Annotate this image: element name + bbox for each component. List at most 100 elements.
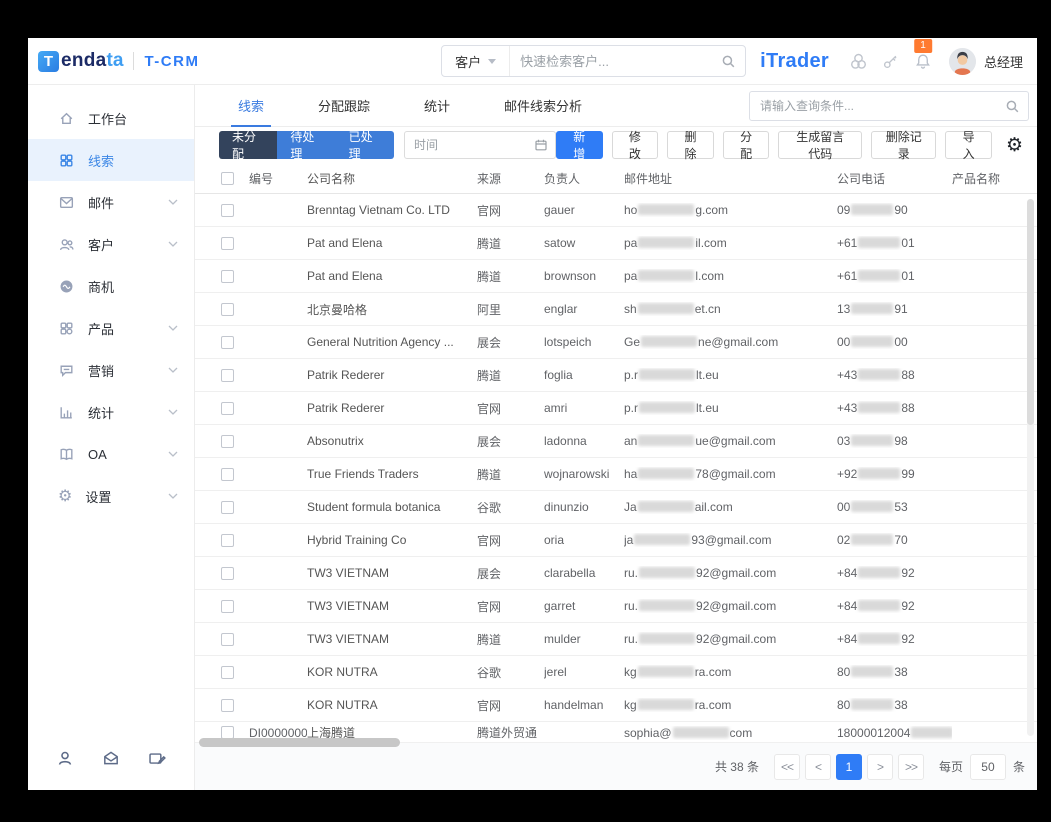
next-page-button[interactable]: > xyxy=(866,753,893,780)
col-email: 邮件地址 xyxy=(624,171,673,186)
table-row[interactable]: TW3 VIETNAM 腾道 mulder ru. 92@gmail.com +8… xyxy=(195,623,1037,656)
sidebar-item-workbench[interactable]: 工作台 xyxy=(28,97,194,139)
row-checkbox[interactable] xyxy=(221,302,234,316)
redacted-email xyxy=(638,435,695,446)
cell-email: ja 93@gmail.com xyxy=(624,533,772,547)
segment-pending[interactable]: 待处理 xyxy=(277,130,336,161)
table-row[interactable]: TW3 VIETNAM 官网 garret ru. 92@gmail.com +8… xyxy=(195,590,1037,623)
delete-records-button[interactable]: 删除记录 xyxy=(871,130,937,161)
row-checkbox[interactable] xyxy=(221,434,234,448)
row-checkbox[interactable] xyxy=(221,698,234,712)
segment-unassigned[interactable]: 未分配 xyxy=(219,130,278,161)
current-page-button[interactable]: 1 xyxy=(835,753,862,780)
cell-phone: 13 91 xyxy=(837,302,908,316)
tab-statistics[interactable]: 统计 xyxy=(424,99,451,114)
delete-button[interactable]: 删除 xyxy=(667,130,714,161)
horizontal-scrollbar[interactable] xyxy=(199,738,400,747)
table-row[interactable]: Patrik Rederer 官网 amri p.r lt.eu +43 88 xyxy=(195,392,1037,425)
sidebar-item-settings[interactable]: ⚙ 设置 xyxy=(28,475,194,517)
inbox-envelope-icon[interactable] xyxy=(102,749,120,772)
table-row[interactable]: True Friends Traders 腾道 wojnarowski ha 78… xyxy=(195,458,1037,491)
row-checkbox[interactable] xyxy=(221,632,234,646)
tab-leads[interactable]: 线索 xyxy=(211,85,291,127)
table-row[interactable]: General Nutrition Agency ... 展会 lotspeic… xyxy=(195,326,1037,359)
table-row[interactable]: Pat and Elena 腾道 brownson pa l.com +61 01 xyxy=(195,260,1037,293)
row-checkbox[interactable] xyxy=(221,599,234,613)
vertical-scrollbar[interactable] xyxy=(1027,199,1034,736)
row-checkbox[interactable] xyxy=(221,467,234,481)
cell-email: Ja ail.com xyxy=(624,500,733,514)
table-row[interactable]: Brenntag Vietnam Co. LTD 官网 gauer ho g.co… xyxy=(195,194,1037,227)
tab-mail-lead-analysis[interactable]: 邮件线索分析 xyxy=(504,99,583,114)
sidebar-item-products[interactable]: 产品 xyxy=(28,307,194,349)
row-checkbox[interactable] xyxy=(221,533,234,547)
row-checkbox[interactable] xyxy=(221,269,234,283)
table-row[interactable]: Pat and Elena 腾道 satow pa il.com +61 01 xyxy=(195,227,1037,260)
sidebar-item-marketing[interactable]: 营销 xyxy=(28,349,194,391)
edit-button[interactable]: 修改 xyxy=(611,130,659,161)
sidebar-item-mail[interactable]: 邮件 xyxy=(28,181,194,223)
table-row[interactable]: DI000000004 上海腾道 腾道外贸通 sophia@com 180000… xyxy=(195,722,1037,742)
search-category-select[interactable]: 客户 xyxy=(442,46,511,76)
sidebar-item-customers[interactable]: 客户 xyxy=(28,223,194,265)
row-checkbox[interactable] xyxy=(221,665,234,679)
table-settings-gear-icon[interactable]: ⚙ xyxy=(1005,133,1024,156)
cell-email: kg ra.com xyxy=(624,698,732,712)
tab-assignment-tracking[interactable]: 分配跟踪 xyxy=(318,99,371,114)
row-checkbox[interactable] xyxy=(221,368,234,382)
search-icon[interactable] xyxy=(720,53,737,75)
cell-phone: +84 92 xyxy=(837,566,915,580)
cell-company: General Nutrition Agency ... xyxy=(307,335,454,349)
import-button[interactable]: 导入 xyxy=(945,130,992,161)
table-row[interactable]: 北京曼哈格 阿里 englar sh et.cn 13 91 xyxy=(195,293,1037,326)
knot-icon[interactable] xyxy=(846,52,872,71)
sidebar-item-oa[interactable]: OA xyxy=(28,433,194,475)
table-row[interactable]: TW3 VIETNAM 展会 clarabella ru. 92@gmail.co… xyxy=(195,557,1037,590)
last-page-button[interactable]: >> xyxy=(897,753,924,780)
cell-company: KOR NUTRA xyxy=(307,698,378,712)
row-checkbox[interactable] xyxy=(221,335,234,349)
redacted-phone xyxy=(851,303,894,314)
select-all-checkbox[interactable] xyxy=(221,171,234,185)
date-input[interactable] xyxy=(404,138,597,152)
compose-mail-icon[interactable] xyxy=(148,749,166,772)
key-icon[interactable] xyxy=(878,53,904,70)
page-size-select[interactable]: 50 xyxy=(969,753,1006,780)
table-row[interactable]: Student formula botanica 谷歌 dinunzio Ja a… xyxy=(195,491,1037,524)
table-row[interactable]: Patrik Rederer 腾道 foglia p.r lt.eu +43 88 xyxy=(195,359,1037,392)
table-row[interactable]: Absonutrix 展会 ladonna an ue@gmail.com 03 9… xyxy=(195,425,1037,458)
search-icon[interactable] xyxy=(1004,98,1021,120)
contact-person-icon[interactable] xyxy=(56,749,74,772)
user-role[interactable]: 总经理 xyxy=(983,54,1023,70)
sidebar-item-label: 统计 xyxy=(88,405,115,421)
cell-owner: englar xyxy=(544,302,578,316)
row-checkbox[interactable] xyxy=(221,236,234,250)
sidebar-item-label: 客户 xyxy=(88,237,115,253)
prev-page-button[interactable]: < xyxy=(804,753,831,780)
row-checkbox[interactable] xyxy=(221,566,234,580)
chevron-down-icon xyxy=(168,241,178,247)
calendar-icon[interactable] xyxy=(533,137,549,158)
first-page-button[interactable]: << xyxy=(773,753,800,780)
avatar[interactable] xyxy=(948,47,976,75)
sidebar-item-opportunities[interactable]: 商机 xyxy=(28,265,194,307)
table-row[interactable]: KOR NUTRA 谷歌 jerel kg ra.com 80 38 xyxy=(195,656,1037,689)
cell-owner: handelman xyxy=(544,698,604,712)
sidebar-item-statistics[interactable]: 统计 xyxy=(28,391,194,433)
cell-source: 展会 xyxy=(477,335,502,350)
quick-search-input[interactable] xyxy=(510,53,746,69)
row-checkbox[interactable] xyxy=(221,401,234,415)
sidebar-item-leads[interactable]: 线索 xyxy=(28,139,194,181)
segment-processed[interactable]: 已处理 xyxy=(335,130,394,161)
notifications-button[interactable]: 1 xyxy=(910,39,936,70)
row-checkbox[interactable] xyxy=(221,203,234,217)
generate-message-code-button[interactable]: 生成留言代码 xyxy=(778,130,863,161)
assign-button[interactable]: 分配 xyxy=(722,130,770,161)
row-checkbox[interactable] xyxy=(221,500,234,514)
cell-source: 腾道 xyxy=(477,269,502,284)
cell-owner: jerel xyxy=(544,665,567,679)
cell-phone: 03 98 xyxy=(837,434,908,448)
query-input[interactable] xyxy=(750,99,1028,113)
table-row[interactable]: KOR NUTRA 官网 handelman kg ra.com 80 38 xyxy=(195,689,1037,722)
table-row[interactable]: Hybrid Training Co 官网 oria ja 93@gmail.co… xyxy=(195,524,1037,557)
